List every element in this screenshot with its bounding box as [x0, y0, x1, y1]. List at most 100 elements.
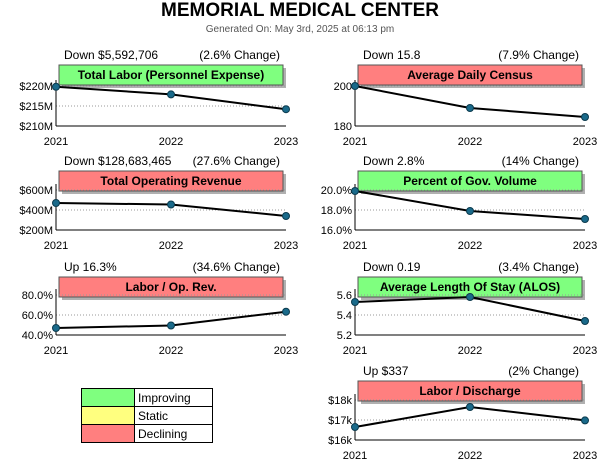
chart-4-ytick-label: 20.0%	[321, 185, 352, 197]
chart-4-data-point	[351, 187, 359, 195]
chart-5-xtick-label: 2021	[44, 345, 68, 357]
chart-3-data-point	[52, 199, 60, 207]
legend-row-improving: Improving	[81, 388, 213, 407]
chart-1-ytick-label: $210M	[19, 121, 53, 133]
chart-4-ytick-label: 16.0%	[321, 225, 352, 237]
chart-2-data-point	[351, 82, 359, 90]
chart-2-data-point	[581, 113, 589, 121]
chart-5-ytick-label: 40.0%	[22, 330, 53, 342]
chart-6-xtick-label: 2021	[343, 345, 367, 357]
chart-7-xtick-label: 2021	[343, 450, 367, 462]
chart-1-change: (2.6% Change)	[199, 48, 280, 62]
chart-6-data-point	[351, 298, 359, 306]
chart-6-xtick-label: 2023	[573, 345, 597, 357]
chart-5-change: (34.6% Change)	[193, 260, 280, 274]
chart-7-xtick-label: 2023	[573, 450, 597, 462]
legend-row-declining: Declining	[81, 424, 213, 443]
chart-7-change: (2% Change)	[508, 364, 579, 378]
chart-7-summary: Up $337	[363, 364, 409, 378]
chart-7-title-box	[357, 380, 583, 402]
chart-1-xtick-label: 2021	[44, 136, 68, 148]
chart-7-ytick-label: $18k	[328, 395, 352, 407]
chart-3-ytick-label: $600M	[19, 185, 53, 197]
chart-6-change: (3.4% Change)	[498, 260, 579, 274]
chart-3-title: Total Operating Revenue	[100, 174, 241, 188]
chart-1-data-point	[52, 82, 60, 91]
chart-6-xtick-label: 2022	[458, 345, 482, 357]
chart-3-ytick-label: $400M	[19, 205, 53, 217]
chart-6-ytick-label: 5.4	[337, 310, 352, 322]
legend-label-static: Static	[134, 406, 213, 425]
legend: Improving Static Declining	[81, 388, 213, 443]
chart-1-ytick-label: $220M	[19, 81, 53, 93]
chart-4-ytick-label: 18.0%	[321, 205, 352, 217]
chart-1-title-box	[58, 64, 284, 86]
chart-5-data-point	[52, 324, 60, 332]
chart-7-data-point	[466, 403, 474, 411]
chart-4-xtick-label: 2021	[343, 240, 367, 252]
chart-1-ytick-label: $215M	[19, 101, 53, 113]
chart-7-data-point	[581, 416, 589, 425]
chart-4-change: (14% Change)	[502, 154, 579, 168]
chart-2-ytick-label: 200	[334, 81, 352, 93]
chart-4-data-point	[581, 215, 589, 223]
chart-3-ytick-label: $200M	[19, 225, 53, 237]
chart-2-summary: Down 15.8	[363, 48, 421, 62]
chart-6-data-point	[466, 293, 474, 301]
chart-4-summary: Down 2.8%	[363, 154, 425, 168]
chart-5-data-point	[167, 321, 175, 330]
legend-label-declining: Declining	[134, 424, 213, 443]
chart-3-data-point	[282, 212, 290, 220]
chart-2-change: (7.9% Change)	[498, 48, 579, 62]
chart-7-data-point	[351, 423, 359, 431]
chart-6-data-point	[581, 317, 589, 325]
chart-5-xtick-label: 2022	[159, 345, 183, 357]
legend-swatch-improving	[81, 388, 135, 407]
chart-3-xtick-label: 2023	[274, 240, 298, 252]
chart-1-xtick-label: 2022	[159, 136, 183, 148]
chart-4-title-box	[357, 170, 583, 192]
chart-5-data-point	[282, 307, 290, 316]
chart-2-title-box	[357, 64, 583, 86]
chart-1-xtick-label: 2023	[274, 136, 298, 148]
chart-5-ytick-label: 80.0%	[22, 290, 53, 302]
chart-3-change: (27.6% Change)	[193, 154, 280, 168]
legend-row-static: Static	[81, 406, 213, 425]
legend-swatch-declining	[81, 424, 135, 443]
chart-3-data-point	[167, 200, 175, 209]
chart-6-summary: Down 0.19	[363, 260, 421, 274]
chart-2-data-point	[466, 104, 474, 112]
chart-4-xtick-label: 2023	[573, 240, 597, 252]
chart-7-xtick-label: 2022	[458, 450, 482, 462]
chart-7-title: Labor / Discharge	[419, 384, 521, 398]
chart-5-ytick-label: 60.0%	[22, 310, 53, 322]
chart-3-title-box	[58, 170, 284, 192]
chart-1-data-point	[167, 90, 175, 99]
chart-2-series-line	[354, 85, 586, 118]
chart-5-summary: Up 16.3%	[64, 260, 117, 274]
chart-5-title-box	[58, 276, 284, 298]
chart-3-summary: Down $128,683,465	[64, 154, 172, 168]
chart-2-xtick-label: 2021	[343, 136, 367, 148]
chart-4-title: Percent of Gov. Volume	[403, 174, 537, 188]
chart-7-ytick-label: $16k	[328, 435, 352, 447]
chart-6-ytick-label: 5.2	[337, 330, 352, 342]
chart-1-data-point	[282, 105, 290, 114]
chart-5-xtick-label: 2023	[274, 345, 298, 357]
page-title: MEMORIAL MEDICAL CENTER	[161, 0, 439, 21]
chart-1-title: Total Labor (Personnel Expense)	[78, 68, 264, 82]
chart-6-ytick-label: 5.6	[337, 290, 352, 302]
chart-6-title: Average Length Of Stay (ALOS)	[380, 280, 560, 294]
page-subtitle: Generated On: May 3rd, 2025 at 06:13 pm	[205, 24, 395, 35]
chart-4-xtick-label: 2022	[458, 240, 482, 252]
chart-3-xtick-label: 2022	[159, 240, 183, 252]
chart-2-ytick-label: 180	[334, 121, 352, 133]
chart-7-ytick-label: $17k	[328, 415, 352, 427]
chart-5-title: Labor / Op. Rev.	[125, 280, 216, 294]
chart-3-xtick-label: 2021	[44, 240, 68, 252]
legend-label-improving: Improving	[134, 388, 213, 407]
chart-2-title: Average Daily Census	[407, 68, 533, 82]
legend-swatch-static	[81, 406, 135, 425]
chart-4-data-point	[466, 207, 474, 215]
